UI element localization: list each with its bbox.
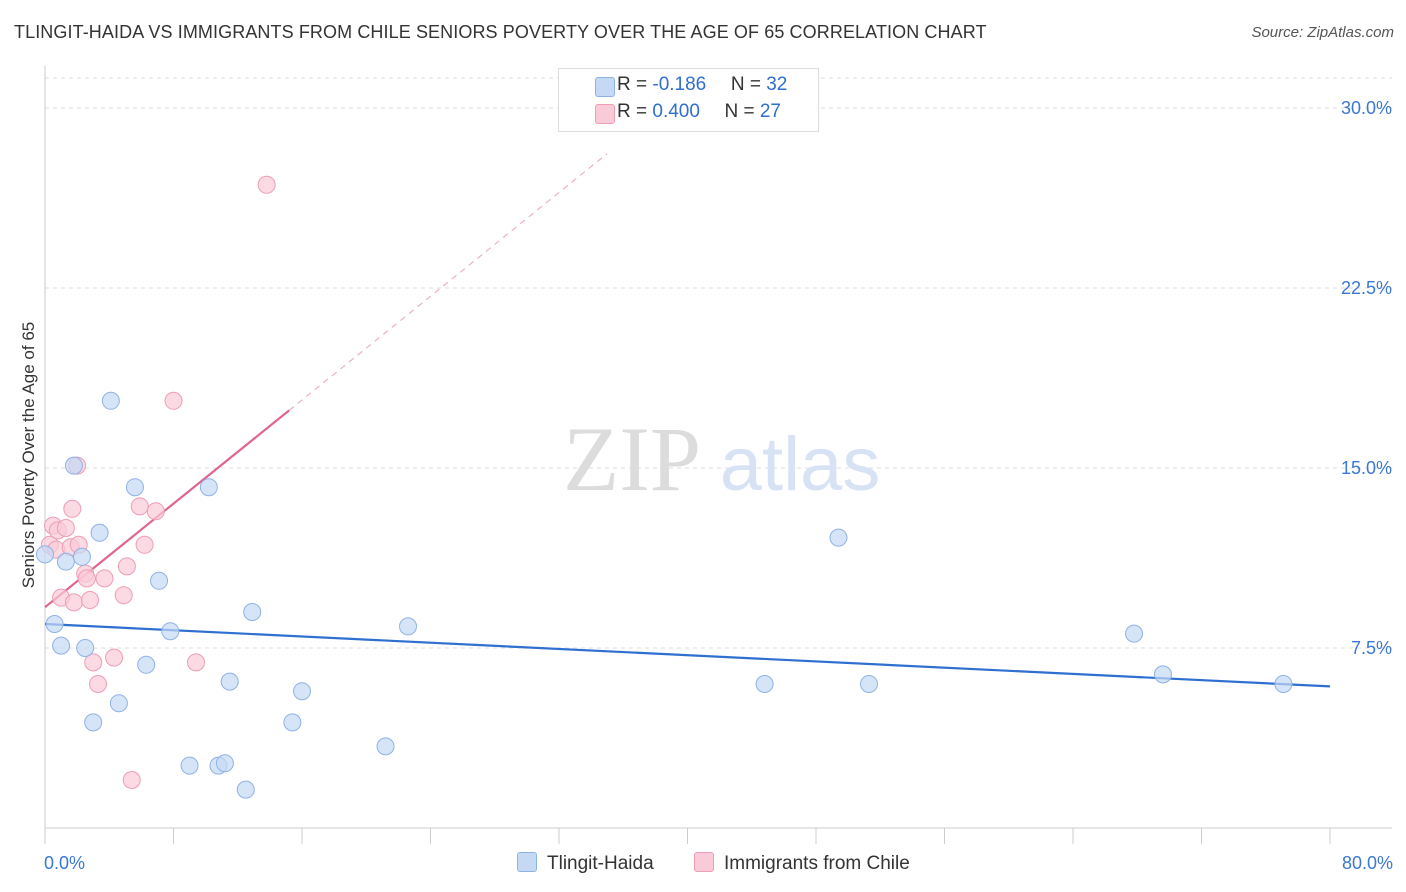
data-point-immigrants-from-chile bbox=[146, 502, 165, 521]
data-point-immigrants-from-chile bbox=[117, 557, 136, 576]
y-tick-label: 22.5% bbox=[1341, 278, 1392, 298]
source-label: Source: ZipAtlas.com bbox=[1251, 24, 1394, 41]
legend-r-value: 0.400 bbox=[652, 101, 700, 122]
data-point-tlingit-haida bbox=[860, 675, 879, 693]
data-point-tlingit-haida bbox=[199, 478, 218, 497]
data-point-tlingit-haida bbox=[283, 713, 302, 732]
data-point-tlingit-haida bbox=[90, 523, 109, 542]
data-point-tlingit-haida bbox=[52, 636, 71, 655]
data-point-tlingit-haida bbox=[150, 571, 169, 590]
legend: R = -0.186 N = 32 R = 0.400 N = 27 bbox=[558, 68, 819, 132]
legend-n-value: 27 bbox=[759, 101, 781, 122]
data-point-tlingit-haida bbox=[243, 603, 262, 621]
bottom-legend-tlingit-haida: Tlingit-Haida bbox=[517, 852, 654, 875]
tick-labels: 7.5% 15.0% 22.5% 30.0% 0.0% 80.0% bbox=[44, 98, 1393, 873]
data-point-tlingit-haida bbox=[36, 545, 54, 564]
legend-n-label: N = bbox=[730, 74, 767, 95]
data-point-tlingit-haida bbox=[215, 754, 234, 773]
legend-n-label: N = bbox=[724, 101, 760, 122]
data-points bbox=[36, 175, 1293, 799]
bottom-legend-swatch-blue bbox=[517, 852, 537, 872]
data-point-immigrants-from-chile bbox=[122, 771, 141, 789]
data-point-tlingit-haida bbox=[755, 675, 774, 693]
data-point-immigrants-from-chile bbox=[130, 497, 149, 516]
y-axis-label: Seniors Poverty Over the Age of 65 bbox=[19, 322, 38, 588]
data-point-immigrants-from-chile bbox=[257, 175, 276, 194]
legend-r-label: R = bbox=[617, 74, 653, 95]
data-point-tlingit-haida bbox=[72, 547, 91, 566]
trend-line-extension bbox=[288, 153, 608, 411]
data-point-tlingit-haida bbox=[56, 552, 75, 571]
trend-line-tlingit-haida bbox=[44, 622, 1331, 688]
x-tick-label: 0.0% bbox=[44, 853, 85, 873]
watermark-zip: ZIP bbox=[563, 408, 701, 510]
bottom-legend-label: Immigrants from Chile bbox=[724, 853, 910, 874]
data-point-tlingit-haida bbox=[76, 639, 95, 657]
data-point-tlingit-haida bbox=[293, 682, 311, 701]
legend-swatch-pink bbox=[595, 104, 615, 124]
data-point-tlingit-haida bbox=[829, 528, 848, 547]
data-point-tlingit-haida bbox=[220, 672, 239, 691]
bottom-legend-label: Tlingit-Haida bbox=[547, 853, 654, 874]
data-point-immigrants-from-chile bbox=[114, 586, 133, 605]
data-point-immigrants-from-chile bbox=[63, 499, 82, 518]
grid-lines bbox=[45, 77, 1392, 649]
data-point-immigrants-from-chile bbox=[64, 593, 83, 612]
data-point-tlingit-haida bbox=[45, 615, 64, 633]
bottom-legend-swatch-pink bbox=[694, 852, 714, 872]
data-point-tlingit-haida bbox=[1125, 624, 1144, 643]
data-point-tlingit-haida bbox=[161, 622, 180, 641]
data-point-tlingit-haida bbox=[180, 756, 199, 775]
watermark-atlas: atlas bbox=[720, 422, 881, 507]
data-point-immigrants-from-chile bbox=[84, 653, 103, 672]
legend-swatch-blue bbox=[595, 77, 615, 97]
x-tick-label: 80.0% bbox=[1342, 853, 1393, 873]
legend-n-value: 32 bbox=[766, 74, 788, 95]
data-point-immigrants-from-chile bbox=[105, 648, 124, 667]
data-point-immigrants-from-chile bbox=[164, 391, 183, 410]
data-point-tlingit-haida bbox=[1274, 675, 1293, 693]
data-point-immigrants-from-chile bbox=[56, 519, 75, 537]
data-point-immigrants-from-chile bbox=[135, 535, 154, 554]
data-point-immigrants-from-chile bbox=[89, 675, 108, 693]
legend-row-tlingit-haida: R = -0.186 N = 32 bbox=[595, 74, 788, 97]
data-point-tlingit-haida bbox=[64, 456, 83, 475]
data-point-tlingit-haida bbox=[1153, 665, 1172, 684]
data-point-tlingit-haida bbox=[101, 391, 120, 410]
data-point-immigrants-from-chile bbox=[80, 591, 99, 609]
data-point-tlingit-haida bbox=[376, 737, 395, 756]
legend-r-label: R = bbox=[617, 101, 653, 122]
data-point-tlingit-haida bbox=[109, 694, 128, 713]
legend-row-immigrants-from-chile: R = 0.400 N = 27 bbox=[595, 101, 781, 124]
y-tick-label: 7.5% bbox=[1351, 638, 1392, 658]
legend-r-value: -0.186 bbox=[652, 74, 707, 95]
chart-title: TLINGIT-HAIDA VS IMMIGRANTS FROM CHILE S… bbox=[14, 22, 987, 42]
axes bbox=[44, 66, 1392, 844]
data-point-tlingit-haida bbox=[399, 617, 418, 636]
data-point-tlingit-haida bbox=[84, 713, 103, 732]
data-point-tlingit-haida bbox=[236, 780, 255, 799]
bottom-legend-immigrants-from-chile: Immigrants from Chile bbox=[694, 852, 910, 875]
data-point-immigrants-from-chile bbox=[186, 653, 205, 672]
data-point-tlingit-haida bbox=[137, 655, 156, 674]
y-tick-label: 30.0% bbox=[1341, 98, 1392, 118]
data-point-immigrants-from-chile bbox=[77, 569, 96, 588]
data-point-immigrants-from-chile bbox=[95, 569, 114, 588]
data-point-tlingit-haida bbox=[125, 478, 144, 497]
y-tick-label: 15.0% bbox=[1341, 458, 1392, 478]
